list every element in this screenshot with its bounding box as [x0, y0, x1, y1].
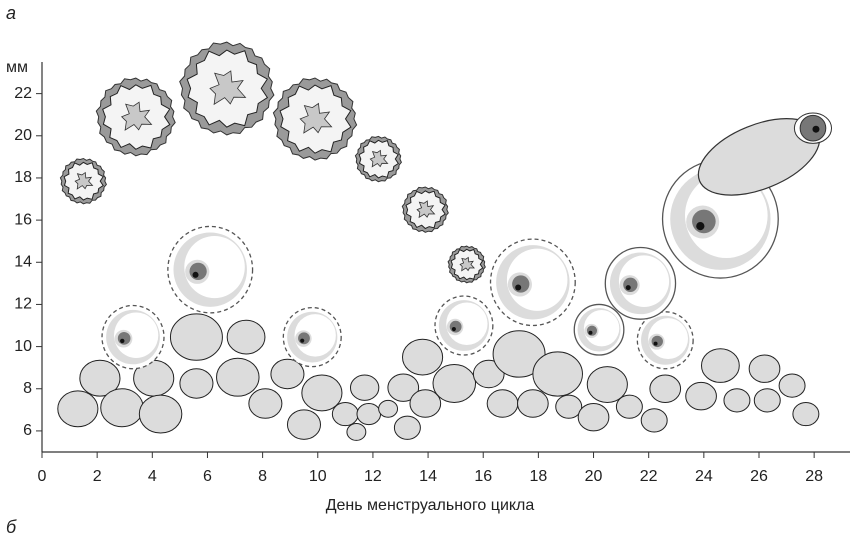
- x-tick-label: 24: [695, 468, 713, 485]
- follicle: [180, 369, 213, 399]
- follicle: [616, 395, 642, 418]
- follicle: [487, 390, 518, 417]
- y-axis-label: мм: [6, 59, 28, 76]
- oocyte: [298, 332, 310, 344]
- antral-follicle: [637, 312, 693, 369]
- antral-follicle: [102, 305, 164, 368]
- antral-follicle: [283, 308, 341, 367]
- x-tick-label: 0: [38, 468, 47, 485]
- follicle: [650, 375, 681, 402]
- nucleus: [515, 284, 521, 290]
- follicle: [518, 390, 549, 417]
- follicle: [394, 416, 420, 439]
- follicle: [217, 358, 259, 396]
- x-tick-label: 8: [258, 468, 267, 485]
- follicle: [357, 404, 381, 425]
- x-tick-label: 26: [750, 468, 768, 485]
- y-tick-label: 16: [14, 211, 32, 228]
- x-tick-label: 20: [585, 468, 603, 485]
- follicle: [779, 374, 805, 397]
- follicle: [379, 400, 398, 417]
- y-tick-label: 10: [14, 338, 32, 355]
- corpus-luteum: [60, 159, 106, 204]
- x-tick-label: 18: [529, 468, 547, 485]
- panel-label: а: [6, 3, 16, 23]
- corpus-luteum: [355, 136, 401, 181]
- follicle: [702, 349, 740, 383]
- oocyte: [450, 321, 462, 333]
- oocyte: [652, 336, 663, 347]
- x-axis-label: День менструального цикла: [326, 497, 535, 514]
- follicle: [249, 389, 282, 419]
- x-tick-label: 2: [93, 468, 102, 485]
- follicle: [686, 382, 717, 409]
- oocyte: [512, 275, 529, 292]
- oocyte: [118, 332, 131, 345]
- corpus-luteum: [273, 78, 356, 160]
- y-tick-label: 14: [14, 253, 32, 270]
- nucleus: [654, 342, 658, 346]
- oocyte: [692, 210, 716, 234]
- follicle: [227, 320, 265, 354]
- x-tick-label: 12: [364, 468, 382, 485]
- follicle: [350, 375, 378, 400]
- oocyte: [189, 263, 206, 280]
- follicle: [793, 402, 819, 425]
- x-tick-label: 14: [419, 468, 437, 485]
- antral-follicle: [605, 248, 675, 320]
- y-tick-label: 6: [23, 422, 32, 439]
- follicle: [139, 395, 181, 433]
- nucleus: [452, 327, 456, 331]
- follicle: [332, 402, 358, 425]
- oocyte: [623, 278, 637, 292]
- follicle: [749, 355, 780, 382]
- follicle: [556, 395, 582, 418]
- panel-label: б: [6, 517, 17, 537]
- nucleus: [812, 126, 819, 133]
- x-tick-label: 10: [309, 468, 327, 485]
- corpus-luteum: [96, 78, 175, 156]
- y-tick-label: 20: [14, 127, 32, 144]
- antral-follicle: [574, 304, 624, 355]
- antral-follicle: [491, 239, 576, 325]
- y-tick-label: 12: [14, 296, 32, 313]
- nucleus: [192, 272, 198, 278]
- x-tick-label: 4: [148, 468, 157, 485]
- y-tick-label: 8: [23, 380, 32, 397]
- y-tick-label: 18: [14, 169, 32, 186]
- corpus-luteum: [448, 246, 485, 283]
- x-tick-label: 6: [203, 468, 212, 485]
- antral-follicle: [168, 226, 253, 312]
- follicle: [433, 365, 475, 403]
- nucleus: [626, 285, 631, 290]
- corpus-luteum: [402, 187, 448, 232]
- follicle: [402, 339, 442, 375]
- corpus-luteum: [180, 42, 274, 135]
- follicle: [533, 352, 583, 396]
- nucleus: [696, 222, 704, 230]
- follicle: [754, 389, 780, 412]
- nucleus: [120, 339, 124, 343]
- follicle: [724, 389, 750, 412]
- nucleus: [300, 339, 304, 343]
- chart: а б мм День менструального цикла 6 8 10 12 1…: [0, 0, 865, 540]
- follicle: [58, 391, 98, 427]
- x-tick-label: 16: [474, 468, 492, 485]
- follicle: [101, 389, 143, 427]
- y-tick-label: 22: [14, 85, 32, 102]
- oocyte: [587, 326, 597, 336]
- x-tick-label: 22: [640, 468, 658, 485]
- nucleus: [588, 331, 592, 335]
- follicle: [287, 410, 320, 440]
- follicle: [641, 409, 667, 432]
- antral-follicle: [435, 296, 493, 355]
- follicle: [170, 314, 222, 360]
- follicle: [578, 404, 609, 431]
- x-tick-label: 28: [805, 468, 823, 485]
- follicle: [347, 424, 366, 441]
